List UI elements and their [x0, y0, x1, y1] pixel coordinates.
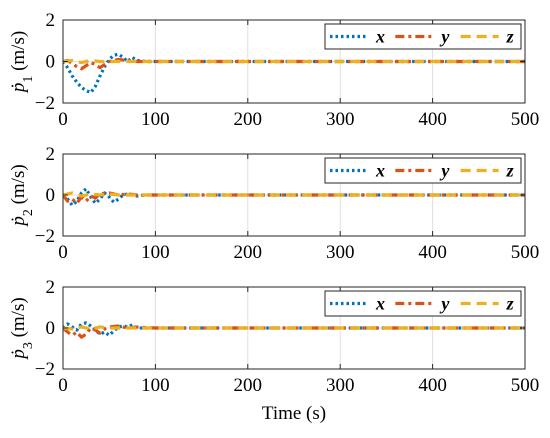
series-line-x	[63, 321, 525, 337]
x-tick-label: 300	[326, 109, 355, 130]
y-axis-label-unit: (m/s)	[8, 31, 29, 76]
y-tick-label: 0	[46, 185, 56, 206]
legend-label-x: x	[375, 161, 385, 181]
x-tick-label: 200	[234, 375, 263, 396]
series-line-y	[63, 57, 525, 71]
legend-label-y: y	[439, 294, 450, 314]
x-tick-label: 400	[418, 109, 447, 130]
y-tick-label: 0	[46, 318, 56, 339]
legend: x y z	[324, 290, 522, 317]
y-axis-label-subscript: 1	[21, 76, 36, 83]
x-tick-label: 300	[326, 375, 355, 396]
legend-label-z: z	[506, 27, 514, 47]
legend-label-x: x	[375, 27, 385, 47]
x-tick-label: 200	[234, 109, 263, 130]
y-axis-label: ṗ3 (m/s)	[8, 297, 36, 360]
x-tick-label: 200	[234, 242, 263, 263]
legend: x y z	[324, 157, 522, 184]
x-tick-label: 100	[141, 242, 170, 263]
y-axis-label-unit: (m/s)	[8, 297, 29, 342]
y-axis-label-symbol: ṗ	[8, 349, 29, 361]
series-line-z	[63, 191, 525, 198]
legend-label-x: x	[375, 294, 385, 314]
legend-label-z: z	[506, 294, 514, 314]
y-tick-label: 2	[46, 10, 56, 31]
y-tick-label: −2	[35, 359, 55, 380]
x-tick-label: 400	[418, 375, 447, 396]
y-tick-label: 0	[46, 52, 56, 73]
x-tick-label: 100	[141, 109, 170, 130]
series-line-z	[63, 58, 525, 65]
legend-label-z: z	[506, 161, 514, 181]
y-tick-label: −2	[35, 93, 55, 114]
x-tick-label: 0	[58, 375, 68, 396]
y-axis-label-symbol: ṗ	[8, 83, 29, 95]
y-axis-label: ṗ1 (m/s)	[8, 31, 36, 94]
y-axis-label-unit: (m/s)	[8, 164, 29, 209]
x-tick-label: 100	[141, 375, 170, 396]
legend: x y z	[324, 23, 522, 50]
legend-label-y: y	[439, 161, 450, 181]
x-tick-label: 500	[511, 375, 540, 396]
x-tick-label: 500	[511, 109, 540, 130]
series-line-z	[63, 325, 525, 331]
x-tick-label: 0	[58, 109, 68, 130]
x-axis-label: Time (s)	[262, 403, 326, 424]
y-axis-label-subscript: 2	[21, 209, 36, 216]
y-axis-label: ṗ2 (m/s)	[8, 164, 36, 227]
x-tick-label: 500	[511, 242, 540, 263]
x-tick-label: 400	[418, 242, 447, 263]
y-tick-label: 2	[46, 144, 56, 165]
y-axis-label-symbol: ṗ	[8, 216, 29, 228]
y-axis-label-subscript: 3	[21, 342, 36, 349]
legend-label-y: y	[439, 27, 450, 47]
y-tick-label: −2	[35, 226, 55, 247]
y-tick-label: 2	[46, 277, 56, 298]
x-tick-label: 0	[58, 242, 68, 263]
x-tick-label: 300	[326, 242, 355, 263]
